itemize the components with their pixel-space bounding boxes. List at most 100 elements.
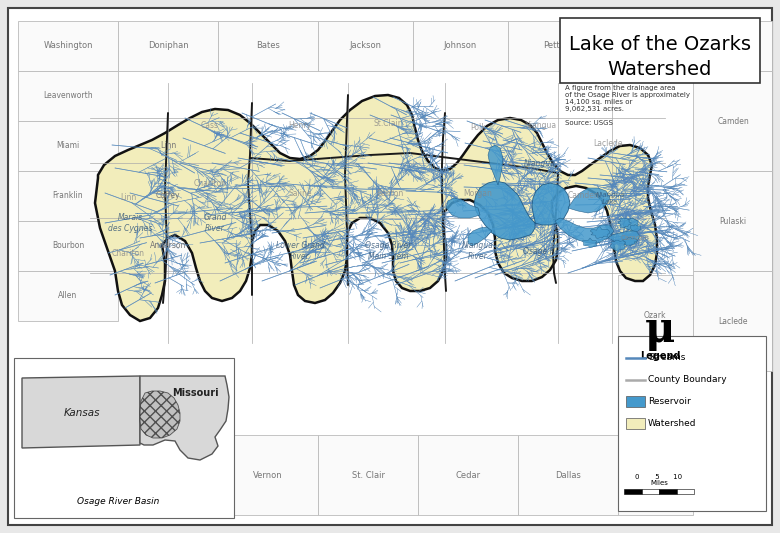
Polygon shape (583, 238, 597, 248)
Polygon shape (22, 376, 140, 448)
Bar (626, 418, 645, 429)
Bar (318, 435, 418, 515)
Text: A figure from the drainage area
of the Osage River is approximately
14,100 sq. m: A figure from the drainage area of the O… (565, 85, 690, 126)
Text: Polk: Polk (470, 124, 486, 133)
Polygon shape (468, 227, 492, 246)
Bar (413, 21, 508, 71)
Bar (693, 271, 772, 371)
Text: μ: μ (645, 309, 675, 351)
Text: Grand
River: Grand River (204, 213, 227, 233)
Bar (18, 221, 118, 271)
Text: Camden: Camden (717, 117, 749, 125)
Text: 0       5      10: 0 5 10 (636, 474, 682, 480)
Polygon shape (618, 218, 631, 228)
Text: Allen: Allen (58, 292, 78, 301)
Text: Coffey: Coffey (156, 191, 180, 200)
Bar (18, 171, 118, 221)
Text: Reservoir: Reservoir (648, 398, 691, 407)
Text: St. Clair: St. Clair (352, 471, 385, 480)
Bar (14, 358, 234, 518)
Text: Cass: Cass (201, 120, 219, 130)
Text: Linn: Linn (160, 141, 176, 150)
Bar (18, 121, 118, 171)
Text: Pulaski: Pulaski (719, 216, 746, 225)
Text: Webster: Webster (640, 471, 671, 480)
Text: St.Clair: St.Clair (374, 118, 402, 127)
Bar (618, 355, 693, 435)
Bar (118, 121, 218, 171)
Polygon shape (623, 218, 638, 231)
Polygon shape (590, 227, 610, 239)
Text: Osage River
Main Stem: Osage River Main Stem (365, 241, 411, 261)
Text: Miller: Miller (722, 42, 745, 51)
Text: Watershed: Watershed (648, 419, 697, 429)
Text: Camden: Camden (567, 190, 599, 199)
Text: Linn: Linn (120, 193, 136, 203)
Text: Niangua: Niangua (524, 158, 556, 167)
Bar (18, 21, 118, 71)
Text: Franklin: Franklin (53, 191, 83, 200)
Text: Benton: Benton (377, 189, 403, 198)
Text: Lake of the Ozarks
Watershed: Lake of the Ozarks Watershed (569, 35, 751, 79)
Text: Laclede: Laclede (594, 139, 622, 148)
Text: Niangua
River: Niangua River (462, 241, 494, 261)
Text: Dallas: Dallas (555, 471, 581, 480)
Text: Anderson: Anderson (150, 241, 186, 251)
Text: Morgan: Morgan (463, 189, 492, 198)
Text: Camden: Camden (621, 235, 650, 241)
Text: Missouri: Missouri (172, 388, 218, 398)
Polygon shape (140, 391, 180, 438)
Text: County Boundary: County Boundary (648, 376, 727, 384)
Text: Ozark: Ozark (644, 311, 666, 319)
Text: Vernon: Vernon (254, 471, 283, 480)
Polygon shape (610, 240, 626, 252)
Bar (508, 21, 603, 71)
Text: Bates: Bates (256, 42, 280, 51)
Bar (626, 396, 645, 407)
Text: Bourbon: Bourbon (52, 241, 84, 251)
Bar (693, 21, 772, 71)
Bar (693, 71, 772, 171)
Text: Johnson: Johnson (443, 42, 477, 51)
Text: Niangua
Lake: Niangua Lake (595, 191, 625, 205)
Text: Marais
des Cygnes: Marais des Cygnes (108, 213, 152, 233)
Polygon shape (630, 224, 641, 232)
Polygon shape (488, 145, 503, 185)
Text: Kansas: Kansas (64, 408, 101, 418)
Text: Osage River Basin: Osage River Basin (76, 497, 159, 506)
Text: Christian: Christian (638, 391, 672, 400)
Text: Washington: Washington (43, 42, 93, 51)
Bar (218, 21, 318, 71)
Text: Pettis: Pettis (544, 42, 567, 51)
Polygon shape (555, 218, 614, 243)
Text: Laclede: Laclede (718, 317, 748, 326)
Text: Osage R.: Osage R. (523, 246, 557, 255)
Bar (18, 271, 118, 321)
Bar (218, 435, 318, 515)
Text: Doniphan: Doniphan (147, 42, 188, 51)
Polygon shape (140, 376, 229, 460)
Text: Jackson: Jackson (349, 42, 381, 51)
Text: Miami: Miami (56, 141, 80, 150)
Bar (603, 21, 693, 71)
Polygon shape (568, 188, 610, 213)
Text: Saline: Saline (289, 189, 312, 198)
Bar (693, 171, 772, 271)
Text: Legend: Legend (640, 351, 680, 361)
Text: Niangua: Niangua (524, 120, 556, 130)
Bar (624, 489, 641, 494)
Bar (659, 489, 676, 494)
Polygon shape (474, 181, 570, 240)
Bar (118, 171, 218, 221)
Text: Chariton: Chariton (193, 179, 226, 188)
Bar (518, 435, 618, 515)
Polygon shape (608, 231, 640, 245)
Polygon shape (446, 198, 480, 218)
Text: Miles: Miles (650, 480, 668, 486)
Bar (618, 336, 766, 511)
Text: Streams: Streams (648, 353, 686, 362)
Bar (641, 489, 659, 494)
Polygon shape (95, 95, 657, 321)
Bar (318, 21, 413, 71)
Polygon shape (622, 237, 637, 246)
